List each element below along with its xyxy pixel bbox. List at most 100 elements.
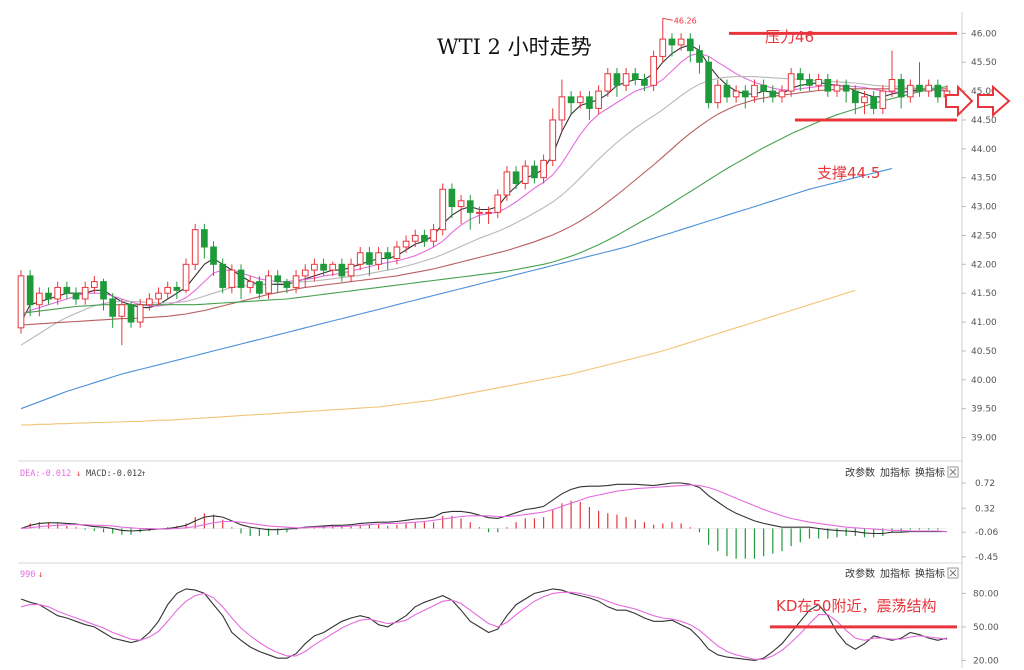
moving-average-line [20, 167, 893, 410]
kd-toolbar: 改参数 加指标 换指标 [845, 567, 959, 580]
moving-average-line [21, 289, 856, 426]
candlestick [906, 79, 914, 103]
macd-tick-label: -0.45 [975, 553, 998, 563]
candle-body [448, 188, 456, 208]
kd-d-line [20, 591, 948, 660]
candle-body [705, 61, 712, 104]
candle-body [778, 90, 786, 98]
price-tick-label: 44.50 [971, 116, 997, 126]
candle-body [17, 275, 25, 329]
candlestick [824, 73, 832, 97]
macd-toolbar: 改参数 加指标 换指标 [845, 466, 959, 479]
moving-average-line [20, 52, 948, 317]
candle-body [35, 292, 43, 306]
candle-body [274, 275, 282, 283]
candle-body [384, 252, 392, 260]
candle-body [338, 263, 346, 277]
macd-add-indicator-button[interactable]: 加指标 [880, 466, 910, 479]
candle-body [540, 159, 547, 179]
candle-body [659, 38, 667, 57]
candle-body [586, 96, 593, 109]
candle-body [72, 292, 80, 300]
candle-body [136, 304, 144, 323]
candlestick [109, 293, 117, 328]
price-tick-label: 40.00 [971, 376, 997, 386]
candlestick [402, 235, 410, 253]
support-label: 支撑44.5 [817, 164, 880, 182]
macd-legend: DEA:-0.012 ↓ MACD:-0.012 ↑ [20, 469, 146, 479]
candle-body [879, 90, 887, 109]
candlestick [411, 229, 419, 247]
price-tick-label: 44.00 [971, 145, 997, 155]
candle-body [476, 211, 483, 214]
candlestick [925, 79, 933, 97]
candle-body [366, 252, 373, 265]
kd-tick-label: 50.00 [973, 623, 999, 633]
candlestick [512, 166, 520, 190]
candlestick [274, 270, 282, 294]
candlestick [521, 160, 529, 190]
macd-tick-label: -0.06 [975, 528, 999, 538]
price-y-axis: 46.00 45.50 45.00 44.50 44.00 43.50 43.00 42.50… [962, 29, 997, 444]
candle-body [430, 229, 437, 242]
moving-average-lines [20, 44, 948, 426]
candle-body [457, 200, 465, 208]
kd-add-indicator-button[interactable]: 加指标 [880, 567, 910, 580]
kd-tick-label: 20.00 [973, 656, 999, 666]
candlestick [549, 108, 557, 167]
candlestick [219, 258, 227, 294]
candle-body [925, 84, 933, 92]
kd-switch-indicator-button[interactable]: 换指标 [915, 567, 945, 580]
candle-body [191, 229, 199, 265]
macd-dif-line [20, 482, 947, 535]
candle-body [347, 263, 355, 277]
kd-down-arrow-icon: ↓ [38, 570, 43, 580]
candle-body [201, 229, 208, 248]
candlestick [796, 67, 804, 92]
candlestick [26, 270, 34, 317]
candlestick [146, 293, 153, 311]
candle-body [237, 269, 245, 288]
candle-body [301, 269, 309, 277]
kd-close-icon[interactable] [947, 567, 959, 579]
candlestick [155, 287, 162, 305]
candle-body [356, 252, 364, 265]
macd-lines [20, 482, 948, 535]
candle-body [741, 90, 749, 98]
candlestick [384, 246, 392, 271]
candle-body [558, 96, 566, 121]
candle-body [63, 286, 71, 294]
candle-body [888, 79, 896, 92]
candle-body [320, 263, 327, 271]
kd-edit-params-button[interactable]: 改参数 [845, 567, 875, 580]
candlestick [265, 270, 272, 299]
candle-body [118, 304, 126, 317]
candle-body [228, 269, 236, 288]
candle-body [256, 281, 263, 294]
candlestick [916, 62, 923, 97]
candlestick [246, 275, 254, 294]
macd-close-icon[interactable] [947, 466, 959, 478]
up-arrow-icon: ↑ [141, 469, 146, 479]
macd-switch-indicator-button[interactable]: 换指标 [915, 466, 945, 479]
candle-body [485, 211, 492, 214]
price-tick-label: 43.50 [971, 174, 997, 184]
candlestick [741, 85, 749, 109]
candlestick [210, 241, 217, 276]
kd-legend: 990 ↓ [20, 570, 43, 580]
candle-body [265, 275, 272, 294]
candlestick [301, 264, 309, 288]
candle-body [91, 281, 98, 288]
moving-average-line [20, 44, 948, 323]
macd-edit-params-button[interactable]: 改参数 [845, 466, 875, 479]
candle-body [769, 90, 777, 98]
candle-body [760, 84, 767, 92]
candle-body [650, 55, 657, 86]
candlestick [375, 246, 382, 271]
chart-title: WTI 2 小时走势 [437, 35, 592, 59]
candle-body [109, 298, 117, 317]
candlestick [173, 281, 181, 299]
candle-body [787, 73, 795, 92]
kd-annotation: KD在50附近，震荡结构 [776, 597, 936, 615]
